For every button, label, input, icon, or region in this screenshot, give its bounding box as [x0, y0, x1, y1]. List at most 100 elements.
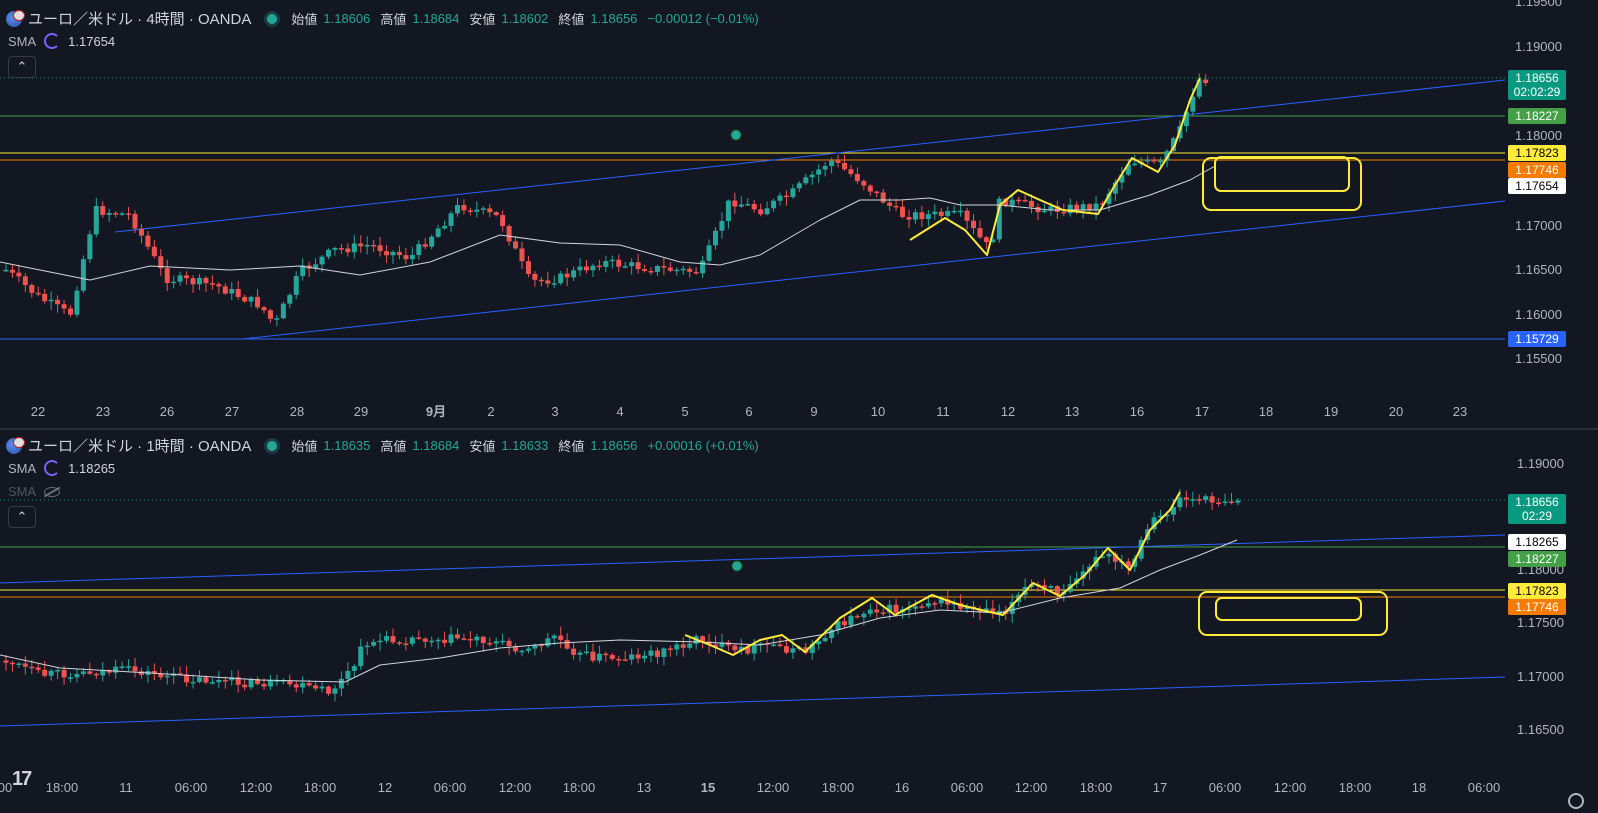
candle-body — [551, 635, 557, 639]
candle-body — [287, 680, 293, 685]
candle-body — [261, 307, 267, 311]
time-axis-tick: 06:00 — [1468, 780, 1501, 795]
candle-body — [1100, 203, 1105, 206]
candle-body — [480, 636, 486, 644]
candle-body — [790, 188, 796, 198]
price-label-box — [1508, 145, 1566, 161]
candle-body — [338, 678, 344, 689]
candle-body — [1216, 502, 1222, 504]
collapse-legend-button[interactable]: ⌃ — [8, 506, 36, 528]
candle-body — [1177, 497, 1183, 508]
sma-value: 1.17654 — [68, 33, 116, 49]
sma-label: SMA — [8, 460, 37, 476]
candle-body — [919, 212, 925, 220]
price-label: 1.17746 — [1515, 600, 1559, 614]
candle-body — [532, 273, 538, 280]
time-axis-tick: 5 — [681, 404, 688, 419]
hidden-eye-icon[interactable] — [44, 486, 61, 497]
candle-body — [842, 162, 847, 170]
candle-body — [255, 296, 261, 308]
time-axis-tick: 18:00 — [46, 780, 79, 795]
candle-body — [519, 248, 525, 262]
candle-body — [751, 644, 757, 654]
candle-body — [1009, 199, 1015, 207]
price-label-box — [1508, 494, 1566, 524]
candle-body — [687, 643, 693, 648]
candle-body — [654, 266, 660, 272]
candle-body — [403, 255, 409, 260]
time-axis-tick: 23 — [96, 404, 110, 419]
candle-body — [1164, 514, 1170, 517]
price-chart-4h[interactable]: 1.195001.190001.185001.180001.175001.170… — [0, 0, 1598, 428]
open-label: 始値 — [291, 12, 318, 27]
candle-body — [667, 648, 673, 650]
candle-body — [229, 288, 235, 294]
collapse-legend-button[interactable]: ⌃ — [8, 56, 36, 78]
countdown-label: 02:02:29 — [1514, 85, 1561, 99]
candle-body — [958, 210, 964, 213]
symbol-title[interactable]: ユーロ／米ドル · 1時間 · OANDA — [28, 438, 252, 455]
price-label: 1.15729 — [1515, 332, 1559, 346]
candle-body — [138, 228, 144, 236]
time-axis-tick: 9 — [810, 404, 817, 419]
candle-body — [235, 677, 241, 685]
candle-body — [1093, 203, 1099, 211]
candle-body — [442, 639, 448, 643]
pane-divider[interactable] — [0, 428, 1598, 430]
time-axis-tick: 06:00 — [1209, 780, 1242, 795]
sma-indicator-legend[interactable]: SMA 1.17654 — [8, 33, 115, 49]
time-axis-tick: 12:00 — [499, 780, 532, 795]
candle-body — [1003, 198, 1009, 207]
candle-body — [68, 677, 73, 679]
candle-body — [764, 208, 770, 215]
candle-body — [816, 169, 822, 175]
price-axis-tick: 1.17000 — [1515, 218, 1562, 233]
candle-body — [700, 636, 706, 642]
sma-indicator-legend[interactable]: SMA 1.18265 — [8, 460, 115, 476]
chart-pane-4h[interactable]: 1.195001.190001.185001.180001.175001.170… — [0, 0, 1598, 428]
candle-body — [390, 636, 396, 643]
candle-body — [126, 666, 132, 668]
candle-body — [571, 270, 577, 278]
sma-label: SMA — [8, 484, 37, 499]
candle-body — [906, 608, 912, 611]
time-axis-tick: 10 — [871, 404, 885, 419]
market-status-icon[interactable] — [267, 440, 278, 451]
zigzag-pattern-line — [684, 491, 1181, 656]
candle-body — [932, 603, 938, 605]
candle-body — [506, 640, 512, 647]
trendline-lower — [0, 676, 1506, 727]
candle-body — [1054, 206, 1060, 212]
settings-gear-icon[interactable] — [1568, 793, 1584, 809]
high-label: 高値 — [380, 12, 407, 27]
candle-body — [874, 191, 880, 194]
candle-body — [732, 200, 738, 207]
candle-body — [132, 666, 138, 672]
candle-body — [648, 270, 654, 273]
candle-body — [280, 680, 286, 682]
price-chart-1h[interactable]: 1.190001.185001.180001.175001.170001.165… — [0, 430, 1598, 813]
candle-body — [848, 169, 854, 174]
market-status-icon[interactable] — [267, 13, 278, 24]
chart-pane-1h[interactable]: 1.190001.185001.180001.175001.170001.165… — [0, 430, 1598, 813]
price-axis-tick: 1.19500 — [1515, 0, 1562, 9]
candle-body — [751, 204, 757, 210]
candle-body — [564, 273, 570, 278]
symbol-title[interactable]: ユーロ／米ドル · 4時間 · OANDA — [28, 11, 252, 28]
candle-body — [35, 667, 41, 670]
candle-body — [609, 259, 615, 262]
candle-body — [977, 228, 983, 238]
candle-body — [1209, 496, 1215, 503]
time-axis-tick: 15 — [701, 780, 715, 795]
candle-body — [171, 281, 177, 284]
time-axis-tick: 06:00 — [175, 780, 208, 795]
trendline-upper — [114, 79, 1506, 233]
candle-body — [1119, 174, 1125, 183]
price-axis-tick: 1.15500 — [1515, 351, 1562, 366]
eur-usd-flag-icon — [6, 436, 25, 454]
tradingview-logo[interactable]: 17 — [12, 768, 32, 790]
time-axis-tick: 18:00 — [304, 780, 337, 795]
candle-body — [190, 681, 196, 684]
candle-body — [345, 248, 351, 253]
sma-hidden-indicator-legend[interactable]: SMA — [8, 484, 61, 499]
